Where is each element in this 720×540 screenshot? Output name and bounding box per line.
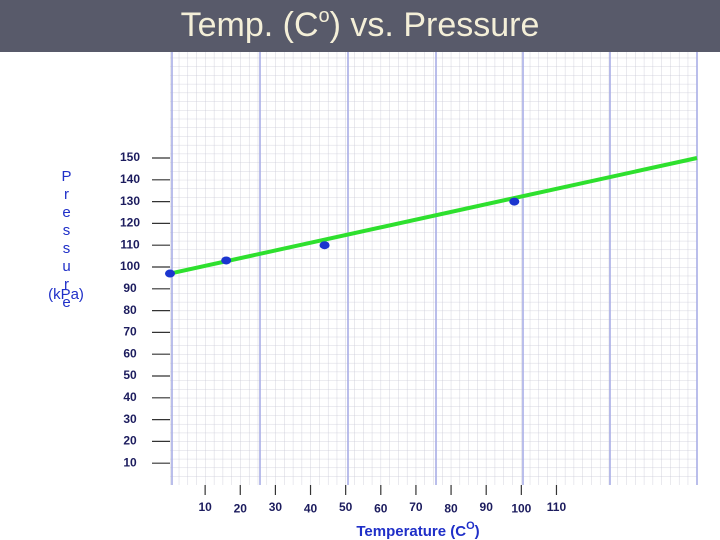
data-point — [509, 197, 520, 206]
x-tick-label: 110 — [547, 500, 567, 514]
x-tick-label: 30 — [269, 500, 283, 514]
y-tick-label: 140 — [120, 172, 140, 186]
major-grid — [171, 52, 698, 485]
y-tick-label: 30 — [123, 412, 137, 426]
y-axis-label: Pressure — [58, 168, 75, 312]
y-tick-label: 80 — [123, 303, 137, 317]
plot-grid — [170, 52, 697, 485]
fit-line — [169, 156, 698, 276]
y-tick-label: 110 — [120, 237, 140, 251]
y-tick-label: 130 — [120, 194, 140, 208]
x-tick-label: 100 — [511, 502, 531, 516]
x-tick-label: 80 — [444, 502, 458, 516]
x-tick-label: 60 — [374, 502, 388, 516]
y-tick-label: 50 — [123, 368, 137, 382]
y-tick-label: 10 — [123, 455, 137, 469]
x-tick-label: 90 — [480, 500, 494, 514]
y-tick-label: 90 — [123, 281, 137, 295]
title-bar — [0, 0, 720, 52]
data-point — [319, 241, 330, 250]
x-tick-label: 50 — [339, 500, 353, 514]
x-tick-label: 10 — [198, 500, 212, 514]
x-axis-label: Temperature (CO) — [356, 520, 479, 540]
data-point — [221, 256, 232, 265]
x-tick-label: 20 — [234, 502, 248, 516]
y-tick-label: 60 — [123, 346, 137, 360]
y-tick-label: 150 — [120, 150, 140, 164]
chart-title: Temp. (Co) vs. Pressure — [181, 5, 540, 44]
data-point — [165, 269, 175, 278]
y-tick-label: 40 — [123, 390, 137, 404]
y-tick-label: 20 — [123, 434, 137, 448]
y-tick-label: 120 — [120, 216, 140, 230]
y-tick-label: 70 — [123, 325, 137, 339]
y-axis-unit: (kPa) — [48, 286, 84, 303]
y-tick-label: 100 — [120, 259, 140, 273]
x-tick-label: 70 — [409, 500, 423, 514]
x-tick-label: 40 — [304, 502, 318, 516]
